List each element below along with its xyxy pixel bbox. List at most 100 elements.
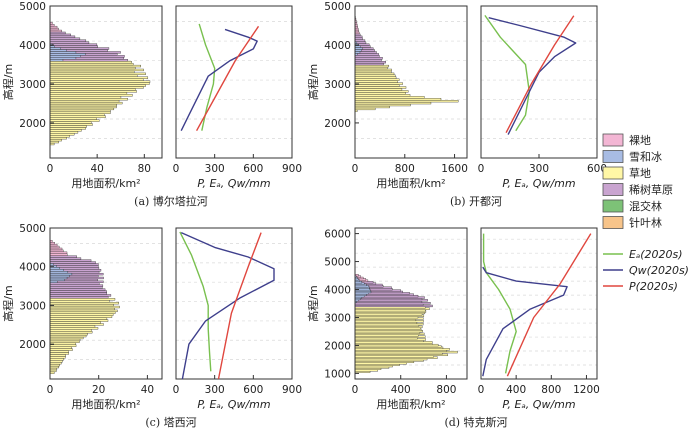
bar-grass <box>49 327 99 330</box>
bar-grass <box>49 137 67 140</box>
bar-grass <box>49 332 88 336</box>
line-panel-frame <box>175 5 293 159</box>
bar-grass <box>354 96 425 99</box>
bar-shrub <box>49 296 109 299</box>
bar-snow <box>49 57 77 60</box>
y-tick-label: 5000 <box>19 1 46 13</box>
bar-snow <box>49 276 68 280</box>
legend-label-bare: 裸地 <box>629 133 651 147</box>
bar-grass <box>354 90 409 93</box>
bar-grass <box>49 313 114 316</box>
bar-snow <box>49 269 64 272</box>
bar-grass <box>49 61 132 64</box>
bar-shrub <box>49 292 108 295</box>
bar-grass <box>49 369 57 373</box>
x-tick-label: 0 <box>478 384 485 396</box>
bar-grass <box>49 354 66 357</box>
y-tick-label: 2000 <box>19 118 46 130</box>
legend-swatch-conifer <box>602 216 624 229</box>
line-panel-frame <box>480 227 598 380</box>
bar-grass <box>49 82 150 85</box>
bar-grass <box>49 363 60 367</box>
bar-grass <box>354 98 442 101</box>
bar-grass <box>49 336 84 340</box>
legend-label-grass: 草地 <box>629 167 651 180</box>
bar-shrub <box>49 33 71 37</box>
bar-grass <box>49 315 113 318</box>
series-line-et <box>484 14 530 132</box>
bar-grass <box>49 127 86 130</box>
x-axis-label: P, Eₐ, Qw/mm <box>197 398 270 411</box>
bar-grass <box>49 329 92 332</box>
bar-snow <box>49 49 67 52</box>
bar-grass <box>354 68 392 72</box>
series-line-et <box>198 23 216 131</box>
bar-grass <box>49 323 104 326</box>
bar-shrub <box>49 282 100 285</box>
bar-bare <box>49 253 68 256</box>
bar-grass <box>49 321 101 324</box>
bar-snow <box>49 271 69 274</box>
bar-grass <box>354 72 395 75</box>
bar-snow <box>49 272 73 276</box>
bar-snow <box>354 45 361 48</box>
bar-bare <box>49 247 63 251</box>
bar-grass <box>49 66 136 70</box>
bar-grass <box>354 94 411 97</box>
x-tick-label: 20 <box>92 384 105 396</box>
bar-shrub <box>49 286 103 289</box>
bar-grass <box>49 74 138 77</box>
bar-grass <box>49 76 149 79</box>
bar-grass <box>49 303 114 307</box>
bar-shrub <box>354 35 363 38</box>
bar-shrub <box>354 57 383 60</box>
series-line-qw <box>180 231 275 380</box>
x-tick-label: 300 <box>205 163 225 175</box>
bar-shrub <box>49 45 98 48</box>
panel-subtitle: (c) 塔西河 <box>145 416 196 429</box>
bar-shrub <box>49 35 76 38</box>
bar-grass <box>354 86 407 89</box>
series-line-p <box>217 232 262 380</box>
bar-snow <box>49 278 65 282</box>
series-line-qw <box>482 266 568 377</box>
x-axis-label: P, Eₐ, Qw/mm <box>502 398 575 411</box>
bar-grass <box>49 138 62 142</box>
bar-grass <box>354 101 432 105</box>
bar-grass <box>354 107 376 111</box>
bar-snow <box>49 51 77 54</box>
y-tick-label: 3000 <box>19 300 46 312</box>
bar-grass <box>354 70 392 74</box>
bar-bare <box>49 243 58 247</box>
bar-grass <box>354 78 400 81</box>
bar-grass <box>49 72 146 75</box>
y-axis-label: 高程/m <box>1 64 15 100</box>
panel-subtitle: (b) 开都河 <box>450 195 502 208</box>
x-tick-label: 0 <box>47 384 54 396</box>
bar-grass <box>49 64 142 68</box>
bar-grass <box>354 100 459 103</box>
x-tick-label: 600 <box>587 163 607 175</box>
bar-shrub <box>354 62 384 66</box>
bar-grass <box>49 319 109 322</box>
y-tick-label: 2000 <box>324 340 351 352</box>
bar-grass <box>49 133 75 136</box>
y-tick-label: 5000 <box>324 1 351 13</box>
bar-grass <box>49 346 72 349</box>
bar-panel-frame <box>354 227 468 380</box>
bar-grass <box>49 307 115 311</box>
bar-grass <box>354 105 390 109</box>
y-tick-label: 4000 <box>19 262 46 274</box>
y-tick-label: 6000 <box>324 229 351 241</box>
y-axis-label: 高程/m <box>1 285 15 321</box>
bar-snow <box>354 51 361 54</box>
bar-shrub <box>49 284 104 287</box>
x-tick-label: 40 <box>90 163 103 175</box>
x-tick-label: 1600 <box>441 163 468 175</box>
bar-grass <box>354 64 390 68</box>
bar-snow <box>354 49 362 52</box>
bar-grass <box>354 80 398 83</box>
y-tick-label: 2000 <box>324 118 351 130</box>
series-line-p <box>505 15 575 134</box>
